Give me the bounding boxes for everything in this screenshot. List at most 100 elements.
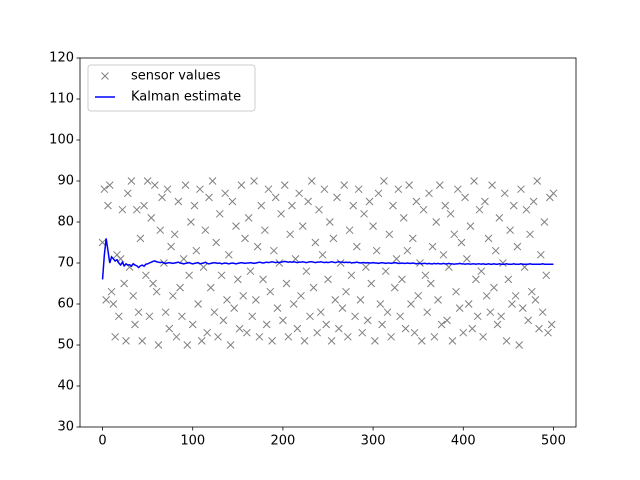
sensor-marker (380, 177, 388, 185)
sensor-marker (531, 296, 540, 304)
sensor-marker (248, 312, 257, 321)
sensor-marker (201, 226, 210, 235)
sensor-marker (430, 332, 439, 341)
sensor-marker (114, 312, 123, 321)
sensor-marker (408, 234, 417, 243)
sensor-marker (511, 291, 520, 300)
sensor-marker (239, 291, 248, 300)
sensor-marker (477, 267, 486, 276)
sensor-marker (255, 332, 264, 341)
sensor-marker (129, 291, 138, 300)
sensor-marker (526, 230, 534, 239)
sensor-marker (484, 234, 493, 243)
sensor-marker (102, 296, 111, 304)
sensor-marker (338, 304, 347, 312)
sensor-marker (165, 324, 174, 333)
sensor-marker (356, 296, 365, 304)
sensor-marker (399, 214, 408, 222)
sensor-marker (188, 320, 197, 329)
sensor-marker (358, 328, 367, 337)
sensor-marker (329, 234, 338, 243)
sensor-marker (183, 341, 192, 349)
sensor-marker (268, 337, 276, 345)
sensor-marker (522, 205, 531, 214)
sensor-marker (284, 332, 293, 341)
sensor-marker (179, 255, 188, 263)
sensor-marker (385, 230, 394, 239)
sensor-marker (497, 312, 506, 321)
sensor-marker (131, 320, 139, 329)
sensor-marker (279, 316, 287, 325)
sensor-marker (464, 300, 473, 308)
sensor-marker (371, 337, 379, 345)
sensor-marker (412, 197, 421, 206)
sensor-marker (154, 341, 163, 349)
sensor-marker (488, 181, 496, 189)
sensor-marker (136, 234, 145, 243)
sensor-marker (389, 201, 397, 210)
sensor-marker (544, 328, 552, 337)
sensor-marker (297, 291, 305, 300)
sensor-marker (271, 193, 280, 202)
sensor-marker (508, 300, 516, 308)
sensor-marker (459, 328, 468, 337)
x-tick-label: 0 (98, 434, 106, 449)
sensor-marker (401, 324, 410, 333)
sensor-marker (192, 246, 201, 255)
sensor-marker (396, 312, 404, 321)
legend: sensor values Kalman estimate (87, 64, 256, 112)
sensor-marker (428, 242, 437, 251)
sensor-marker (419, 205, 428, 214)
sensor-marker (282, 279, 291, 288)
sensor-marker (313, 328, 322, 337)
sensor-marker (405, 181, 414, 189)
sensor-marker (472, 275, 480, 284)
sensor-marker (306, 312, 314, 321)
sensor-marker (181, 181, 190, 189)
sensor-marker (169, 291, 177, 300)
sensor-marker (104, 201, 112, 210)
sensor-marker (161, 308, 170, 317)
sensor-marker (280, 181, 289, 189)
y-tick-label: 50 (57, 338, 74, 353)
sensor-marker (547, 320, 556, 329)
sensor-marker (363, 316, 372, 325)
sensor-marker (241, 234, 249, 243)
sensor-marker (270, 246, 278, 255)
sensor-marker (322, 320, 331, 329)
sensor-marker (277, 209, 285, 218)
legend-marker (101, 72, 109, 80)
sensor-marker (145, 312, 154, 321)
sensor-marker (495, 214, 504, 222)
sensor-marker (414, 291, 423, 300)
sensor-marker (506, 226, 515, 235)
sensor-marker (178, 312, 186, 321)
sensor-marker (470, 177, 478, 185)
sensor-marker (542, 271, 551, 280)
sensor-marker (444, 263, 453, 271)
sensor-marker (517, 185, 525, 194)
sensor-marker (300, 337, 309, 345)
sensor-marker (360, 209, 368, 218)
sensor-marker (410, 328, 419, 337)
sensor-marker (446, 209, 455, 218)
sensor-marker (286, 230, 294, 239)
sensor-marker (432, 218, 441, 226)
sensor-marker (244, 214, 253, 222)
sensor-marker (479, 332, 487, 341)
legend-label: sensor values (131, 69, 221, 84)
sensor-marker (302, 267, 311, 276)
sensor-marker (383, 308, 392, 317)
y-tick-label: 40 (57, 379, 74, 394)
legend-box (87, 64, 256, 112)
sensor-marker (158, 193, 166, 202)
x-tick-label: 400 (451, 434, 476, 449)
sensor-marker (221, 189, 230, 198)
sensor-marker (426, 279, 435, 288)
sensor-marker (387, 332, 395, 341)
y-tick-label: 60 (57, 297, 74, 312)
sensor-marker (242, 328, 251, 337)
sensor-marker (316, 308, 325, 317)
sensor-marker (215, 209, 224, 218)
sensor-marker (208, 177, 217, 185)
